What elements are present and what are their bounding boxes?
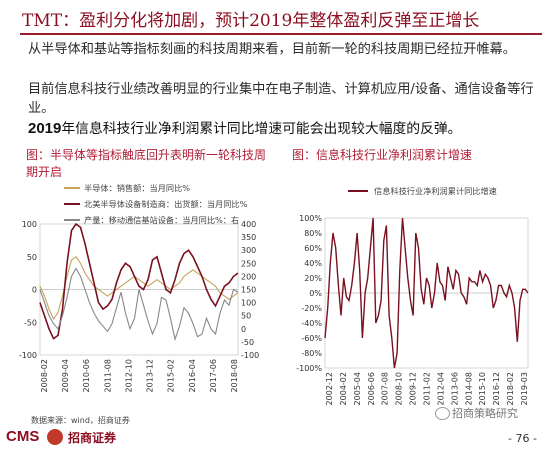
company-name: 招商证券 — [68, 431, 117, 445]
chart1-title: 图：半导体等指标触底回升表明新一轮科技周期开启 — [26, 148, 267, 179]
chart1-x-tick-label: 2017-06 — [209, 359, 218, 392]
chart2-y-tick-label: 80% — [304, 229, 322, 238]
paragraph-2019-outlook: 2019年信息科技行业净利润累计同比增速可能会出现较大幅度的反弹。 — [28, 119, 461, 139]
chart2-series-line-0 — [324, 217, 529, 369]
chart1-right-tick-label: -50 — [241, 338, 254, 347]
chart2-x-tick-label: 2012-04 — [436, 372, 445, 405]
chart1-x-tick-label: 2012-10 — [124, 359, 133, 392]
chart1-right-tick-label: 100 — [241, 299, 256, 308]
chart2-x-tick-label: 2002-12 — [325, 372, 334, 405]
chart1-right-tick-label: 200 — [241, 272, 256, 281]
page-number: - 76 - — [508, 432, 537, 445]
chart2-x-tick-label: 2018-02 — [506, 372, 515, 405]
chart1-x-tick-label: 2009-04 — [61, 359, 70, 392]
chart2-x-tick-label: 2009-12 — [409, 372, 418, 405]
chart1-left-tick-label: 100 — [22, 220, 37, 229]
chart1-right-tick-label: 250 — [241, 259, 256, 268]
chart1-series-line-0 — [39, 256, 239, 321]
chart1-legend-label-2: 产量：移动通信基站设备：当月同比%：右 — [84, 215, 239, 225]
chart2-y-tick-label: 60% — [304, 244, 322, 253]
chart2-legend-label-0: 信息科技行业净利润累计同比增速 — [374, 186, 497, 196]
chart1-right-tick-label: 300 — [241, 246, 256, 255]
year-highlight: 2019 — [28, 120, 62, 137]
data-source: 数据来源：wind，招商证券 — [31, 416, 130, 425]
wechat-icon — [435, 407, 450, 420]
chart2-x-tick-label: 2015-10 — [478, 372, 487, 405]
chart1-series-line-1 — [39, 222, 239, 340]
outlook-text: 年信息科技行业净利润累计同比增速可能会出现较大幅度的反弹。 — [61, 121, 462, 137]
wechat-account: 招商策略研究 — [452, 407, 518, 420]
chart2-y-tick-label: -40% — [301, 319, 322, 328]
chart1-left-tick-label: 0 — [32, 286, 37, 295]
chart2-y-tick-label: -100% — [296, 364, 322, 373]
cms-logo: CMS — [6, 428, 40, 445]
chart2-x-tick-label: 2016-12 — [492, 372, 501, 405]
chart2-y-tick-label: 20% — [304, 274, 322, 283]
chart2-x-tick-label: 2005-04 — [353, 372, 362, 405]
chart1-left-tick-label: 50 — [27, 253, 37, 262]
chart1-x-tick-label: 2010-06 — [82, 359, 91, 392]
chart2-y-tick-label: -20% — [301, 304, 322, 313]
chart2-x-tick-label: 2011-02 — [423, 372, 432, 405]
chart1-right-tick-label: 400 — [241, 220, 256, 229]
chart2-x-tick-label: 2004-02 — [339, 372, 348, 405]
chart1-x-tick-label: 2018-08 — [230, 359, 239, 392]
chart2-x-tick-label: 2008-10 — [395, 372, 404, 405]
chart1-series-line-2 — [39, 267, 239, 342]
chart1-left-tick-label: -100 — [19, 351, 37, 360]
chart2-y-tick-label: 100% — [299, 214, 322, 223]
chart2-y-tick-label: -60% — [301, 334, 322, 343]
paragraph-tech-cycle: 从半导体和基站等指标刻画的科技周期来看，目前新一轮的科技周期已经拉开帷幕。 — [28, 42, 516, 57]
chart1-x-tick-label: 2013-12 — [146, 359, 155, 392]
chart2-x-tick-label: 2006-06 — [367, 372, 376, 405]
chart2-x-tick-label: 2007-08 — [381, 372, 390, 405]
chart2-y-tick-label: -80% — [301, 349, 322, 358]
chart1-x-tick-label: 2016-04 — [188, 359, 197, 392]
chart2-y-tick-label: 40% — [304, 259, 322, 268]
chart2-x-tick-label: 2014-08 — [464, 372, 473, 405]
chart1-right-tick-label: 0 — [241, 325, 246, 334]
chart2-x-tick-label: 2013-06 — [450, 372, 459, 405]
chart1-x-tick-label: 2015-02 — [167, 359, 176, 392]
title-divider — [20, 33, 542, 35]
page-title: TMT：盈利分化将加剧，预计2019年整体盈利反弹至正增长 — [22, 11, 480, 31]
chart1-legend-label-0: 半导体：销售额：当月同比% — [84, 183, 190, 193]
chart1-left-tick-label: -50 — [24, 318, 37, 327]
chart1-x-tick-label: 2011-08 — [103, 359, 112, 392]
paragraph-industries: 目前信息科技行业绩改善明显的行业集中在电子制造、计算机应用/设备、通信设备等行业… — [28, 82, 534, 116]
chart2-title: 图：信息科技行业净利润累计增速 — [292, 148, 473, 162]
chart1-right-tick-label: 350 — [241, 233, 256, 242]
chart1-right-tick-label: 50 — [241, 312, 251, 321]
logo-badge-icon — [47, 429, 63, 445]
chart1-x-tick-label: 2008-02 — [40, 359, 49, 392]
chart1-right-tick-label: 150 — [241, 286, 256, 295]
chart1-right-tick-label: -100 — [241, 351, 259, 360]
chart1-legend-label-1: 北美半导体设备制造商：出货额：当月同比% — [84, 199, 248, 209]
chart2-y-tick-label: 0% — [309, 289, 322, 298]
chart2-x-tick-label: 2019-03 — [520, 372, 529, 405]
